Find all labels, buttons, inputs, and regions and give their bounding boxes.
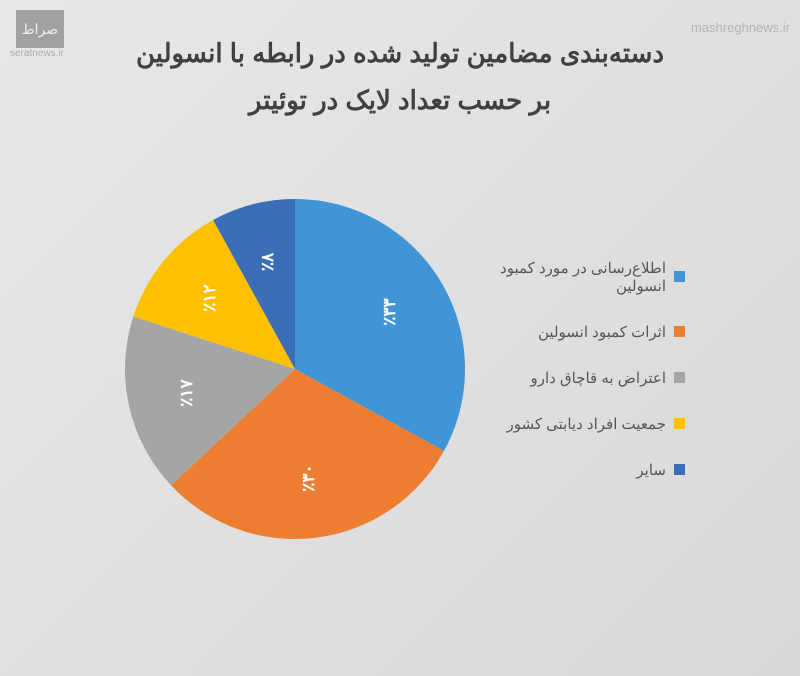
- legend-swatch-3: [674, 418, 685, 429]
- title-line-2: بر حسب تعداد لایک در توئیتر: [40, 77, 760, 124]
- watermark-left: صراط seratnews.ir: [10, 10, 64, 59]
- legend: اطلاع‌رسانی در مورد کمبود انسولین اثرات ک…: [465, 259, 685, 479]
- slice-label-3: ٪۱۲: [200, 284, 220, 311]
- legend-text-0: اطلاع‌رسانی در مورد کمبود انسولین: [465, 259, 666, 295]
- watermark-left-url: seratnews.ir: [10, 48, 64, 59]
- legend-item-2: اعتراض به قاچاق دارو: [465, 369, 685, 387]
- slice-label-2: ٪۱۷: [177, 379, 197, 406]
- slice-label-1: ٪۳۰: [299, 465, 319, 492]
- legend-swatch-1: [674, 326, 685, 337]
- watermark-logo: صراط: [16, 10, 64, 48]
- slice-label-0: ٪۳۳: [380, 299, 400, 326]
- legend-text-2: اعتراض به قاچاق دارو: [531, 369, 667, 387]
- pie-chart: ٪۳۳ ٪۳۰ ٪۱۷ ٪۱۲ ٪۸: [125, 199, 465, 539]
- slice-label-4: ٪۸: [258, 252, 278, 270]
- chart-title: دسته‌بندی مضامین تولید شده در رابطه با ا…: [0, 0, 800, 134]
- legend-swatch-4: [674, 464, 685, 475]
- title-line-1: دسته‌بندی مضامین تولید شده در رابطه با ا…: [40, 30, 760, 77]
- legend-item-1: اثرات کمبود انسولین: [465, 323, 685, 341]
- watermark-right: mashreghnews.ir: [691, 20, 790, 35]
- legend-item-0: اطلاع‌رسانی در مورد کمبود انسولین: [465, 259, 685, 295]
- legend-swatch-2: [674, 372, 685, 383]
- legend-text-4: سایر: [636, 461, 666, 479]
- pie-svg: [125, 199, 465, 539]
- legend-text-1: اثرات کمبود انسولین: [538, 323, 666, 341]
- chart-area: ٪۳۳ ٪۳۰ ٪۱۷ ٪۱۲ ٪۸ اطلاع‌رسانی در مورد کمبود…: [0, 134, 800, 604]
- legend-item-3: جمعیت افراد دیابتی کشور: [465, 415, 685, 433]
- legend-text-3: جمعیت افراد دیابتی کشور: [506, 415, 666, 433]
- legend-swatch-0: [674, 271, 685, 282]
- legend-item-4: سایر: [465, 461, 685, 479]
